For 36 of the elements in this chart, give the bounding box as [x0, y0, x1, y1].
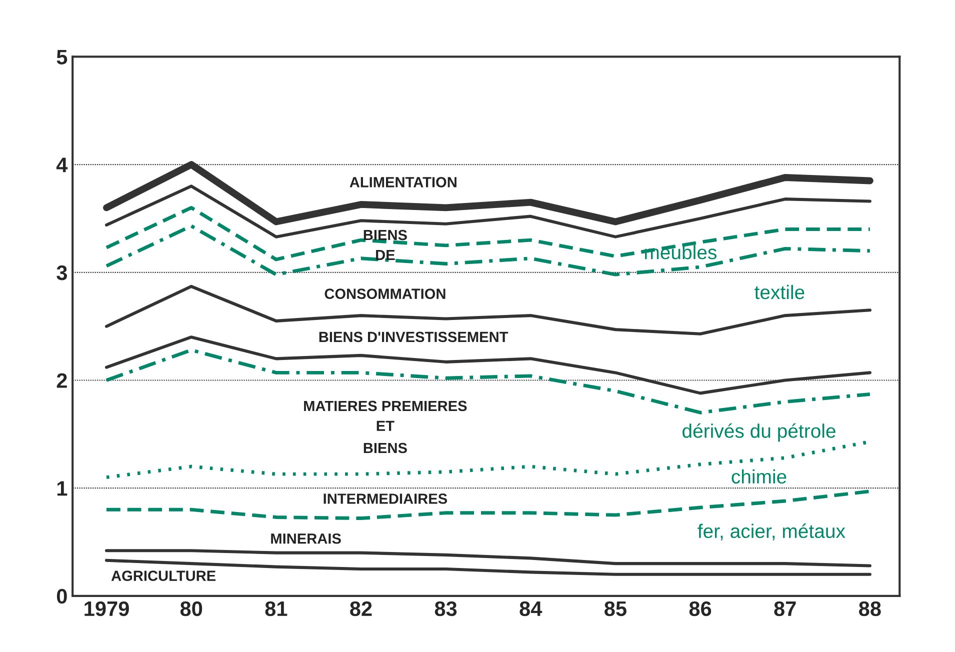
- x-tick-label: 80: [180, 601, 202, 616]
- annotation: BIENS: [364, 442, 407, 454]
- x-tick-label: 87: [774, 601, 796, 616]
- annotation: fer, acier, métaux: [698, 524, 846, 540]
- x-tick-label: 1979: [84, 601, 129, 616]
- y-tick-label: 3: [56, 265, 67, 280]
- annotation: INTERMEDIAIRES: [324, 494, 448, 504]
- annotation: DE: [376, 250, 395, 260]
- x-tick-label: 85: [604, 601, 626, 616]
- annotation: BIENS D'INVESTISSEMENT: [319, 332, 508, 342]
- annotation: chimie: [732, 469, 786, 484]
- y-tick-label: 1: [57, 481, 68, 496]
- line-series: [104, 348, 872, 414]
- y-tick-label: 0: [56, 588, 67, 604]
- x-tick-label: 82: [350, 601, 372, 616]
- annotation: MATIERES PREMIERES: [304, 400, 467, 412]
- line-series: [104, 206, 872, 262]
- x-tick-label: 84: [520, 601, 542, 616]
- x-tick-label: 86: [689, 601, 712, 616]
- line-series: [104, 490, 872, 520]
- y-tick-label: 2: [56, 373, 67, 388]
- x-tick-label: 88: [858, 601, 881, 616]
- annotation: BIENS: [364, 230, 407, 240]
- y-tick-label: 4: [56, 158, 68, 172]
- annotation: ALIMENTATION: [350, 177, 456, 188]
- annotation: textile: [754, 284, 804, 300]
- line-series: [104, 224, 872, 276]
- y-tick-label: 5: [56, 50, 68, 64]
- x-tick-label: 83: [434, 601, 457, 616]
- line-series: [104, 549, 872, 568]
- annotation: dérivés du pétrole: [682, 423, 836, 442]
- annotation: AGRICULTURE: [111, 570, 216, 581]
- annotation: MINERAIS: [271, 533, 341, 544]
- annotation: ET: [376, 420, 394, 431]
- annotation: CONSOMMATION: [324, 288, 446, 299]
- x-tick-label: 81: [265, 601, 288, 616]
